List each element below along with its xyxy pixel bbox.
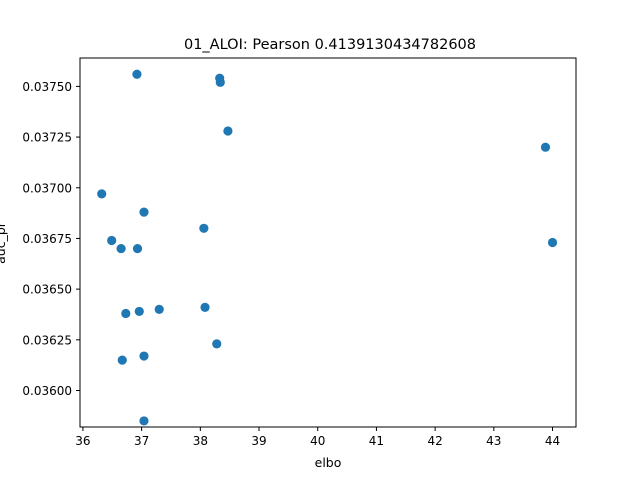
x-tick-label: 36 bbox=[75, 434, 90, 448]
scatter-point bbox=[139, 351, 149, 361]
x-tick-label: 40 bbox=[310, 434, 325, 448]
scatter-point bbox=[540, 142, 551, 152]
scatter-point bbox=[132, 243, 143, 254]
scatter-point bbox=[154, 304, 164, 315]
data-points bbox=[97, 69, 558, 426]
y-tick-label: 0.03625 bbox=[22, 333, 72, 347]
y-tick-label: 0.03725 bbox=[22, 131, 72, 145]
scatter-point bbox=[200, 302, 210, 312]
x-tick-label: 37 bbox=[134, 434, 149, 448]
y-axis: 0.03600 0.03625 0.03650 0.03675 0.03700 0.037… bbox=[22, 80, 80, 398]
scatter-point bbox=[199, 223, 209, 233]
plot-frame bbox=[79, 57, 577, 428]
y-tick-label: 0.03650 bbox=[22, 283, 72, 297]
scatter-point bbox=[121, 308, 131, 319]
y-tick-label: 0.03600 bbox=[22, 384, 72, 398]
scatter-point bbox=[97, 189, 107, 199]
x-tick-label: 38 bbox=[193, 434, 208, 448]
y-tick-label: 0.03750 bbox=[22, 80, 72, 94]
x-tick-label: 44 bbox=[545, 434, 560, 448]
scatter-point bbox=[212, 339, 222, 349]
y-tick-label: 0.03700 bbox=[22, 181, 72, 195]
scatter-point bbox=[132, 69, 142, 79]
scatter-point bbox=[134, 306, 144, 317]
x-axis-label: elbo bbox=[315, 455, 342, 470]
x-axis: 36 37 38 39 40 41 42 43 44 bbox=[75, 427, 560, 448]
scatter-point bbox=[139, 416, 149, 426]
scatter-point bbox=[117, 355, 127, 365]
scatter-point bbox=[107, 235, 117, 246]
y-tick-label: 0.03675 bbox=[22, 232, 72, 246]
x-tick-label: 43 bbox=[486, 434, 501, 448]
scatter-point bbox=[116, 243, 126, 254]
scatter-point bbox=[215, 77, 225, 87]
x-tick-label: 39 bbox=[251, 434, 266, 448]
y-axis-label: auc_pr bbox=[0, 221, 8, 264]
x-tick-label: 42 bbox=[427, 434, 442, 448]
chart-title: 01_ALOI: Pearson 0.4139130434782608 bbox=[184, 37, 476, 53]
scatter-point bbox=[223, 126, 233, 136]
scatter-point bbox=[547, 237, 558, 248]
scatter-point bbox=[139, 207, 149, 217]
x-tick-label: 41 bbox=[369, 434, 384, 448]
